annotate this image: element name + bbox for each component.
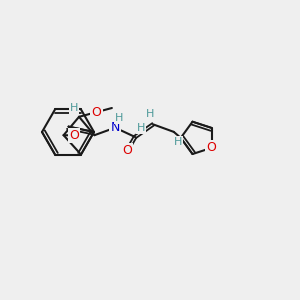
Text: H: H [137,123,145,133]
Text: O: O [92,106,101,119]
Text: N: N [110,121,120,134]
Text: H: H [146,109,154,119]
Text: O: O [122,144,132,157]
Text: O: O [69,129,79,142]
Text: O: O [207,141,217,154]
Text: H: H [70,103,78,113]
Text: H: H [115,113,123,123]
Text: H: H [174,137,182,147]
